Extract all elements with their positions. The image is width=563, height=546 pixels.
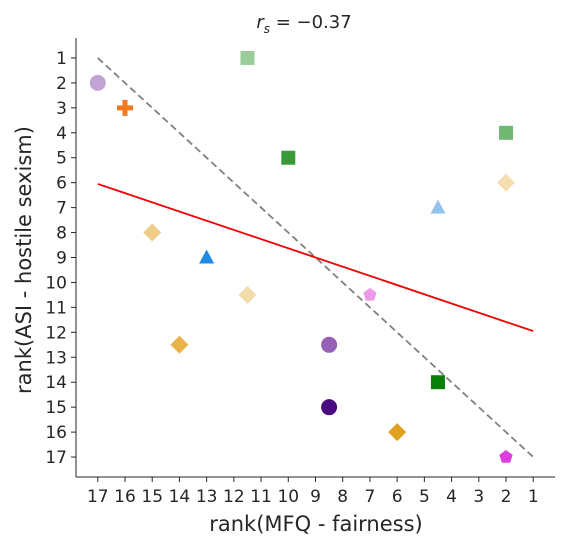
data-point-7: [430, 199, 446, 214]
x-tick-label: 12: [223, 487, 245, 507]
y-tick-label: 3: [56, 99, 67, 119]
y-tick-label: 11: [45, 298, 67, 318]
y-tick-label: 7: [56, 199, 67, 219]
data-point-6: [497, 173, 516, 192]
y-tick-label: 12: [45, 323, 67, 343]
y-tick-label: 8: [56, 224, 67, 244]
x-tick-label: 16: [114, 487, 136, 507]
x-tick-label: 8: [337, 487, 348, 507]
x-axis-label: rank(MFQ - fairness): [209, 512, 423, 536]
x-tick-label: 1: [528, 487, 539, 507]
x-tick-label: 5: [419, 487, 430, 507]
y-tick-label: 14: [45, 373, 67, 393]
y-tick-label: 5: [56, 149, 67, 169]
x-tick-label: 11: [250, 487, 272, 507]
data-point-13: [321, 336, 338, 353]
y-axis-label: rank(ASI - hostile sexism): [12, 126, 36, 394]
axes: 17 16 15 14 13 12 11 10 9 8 7 6 5 4 3 2 1123456789101112…: [45, 38, 555, 507]
data-point-11: [363, 287, 377, 301]
data-point-14: [430, 375, 445, 390]
x-tick-label: 2: [501, 487, 512, 507]
y-tick-label: 17: [45, 448, 67, 468]
data-point-1: [240, 50, 255, 65]
x-tick-label: 3: [473, 487, 484, 507]
x-tick-label: 13: [196, 487, 218, 507]
x-tick-label: 15: [141, 487, 163, 507]
y-tick-label: 1: [56, 49, 67, 69]
y-tick-label: 10: [45, 273, 67, 293]
y-tick-label: 15: [45, 398, 67, 418]
x-tick-label: 9: [310, 487, 321, 507]
data-point-12: [170, 335, 189, 354]
data-point-17: [499, 450, 513, 463]
y-tick-label: 16: [45, 423, 67, 443]
y-tick-label: 4: [56, 124, 67, 144]
data-point-16: [388, 423, 407, 442]
x-tick-label: 10: [277, 487, 299, 507]
data-point-9: [199, 249, 215, 264]
chart-title: rs = −0.37: [256, 12, 351, 36]
data-point-3: [116, 99, 133, 116]
x-tick-label: 14: [169, 487, 191, 507]
x-tick-label: 17: [87, 487, 109, 507]
x-tick-label: 7: [365, 487, 376, 507]
data-point-15: [321, 399, 338, 416]
y-tick-label: 2: [56, 74, 67, 94]
y-tick-label: 6: [56, 174, 67, 194]
data-point-8: [143, 223, 162, 242]
y-tick-label: 9: [56, 249, 67, 269]
data-point-10: [238, 285, 257, 304]
y-tick-label: 13: [45, 348, 67, 368]
regression-line: [97, 183, 534, 332]
plot-area: [89, 50, 534, 463]
data-point-5: [281, 150, 296, 165]
x-tick-label: 4: [446, 487, 457, 507]
data-point-2: [89, 74, 106, 91]
x-tick-label: 6: [392, 487, 403, 507]
data-point-4: [499, 125, 514, 140]
